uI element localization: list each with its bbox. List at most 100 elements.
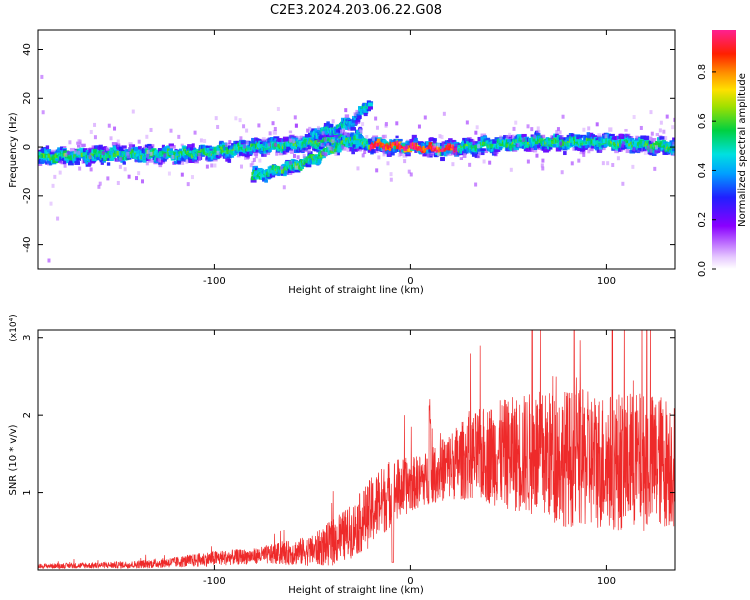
heatmap-cell (85, 149, 91, 153)
heatmap-cell (288, 130, 293, 134)
heatmap-cell (42, 159, 47, 164)
heatmap-cell (649, 151, 653, 156)
heatmap-cell (88, 159, 92, 162)
heatmap-cell (305, 162, 312, 168)
heatmap-cell (219, 143, 224, 147)
heatmap-cell (671, 125, 675, 130)
heatmap-cell (581, 149, 586, 153)
heatmap-cell (417, 124, 421, 129)
heatmap-cell (578, 144, 583, 149)
heatmap-cell (240, 140, 246, 143)
heatmap-cell (659, 136, 665, 140)
heatmap-cell (351, 151, 356, 155)
heatmap-cell (293, 115, 297, 120)
heatmap-cell (611, 163, 615, 168)
heatmap-cell (619, 133, 623, 138)
heatmap-cell (494, 137, 501, 142)
heatmap-cell (352, 118, 358, 123)
heatmap-cell (377, 155, 381, 160)
heatmap-cell (650, 131, 654, 136)
heatmap-cell (161, 144, 165, 149)
heatmap-cell (239, 136, 243, 141)
heatmap-cell (199, 138, 203, 143)
heatmap-cell (363, 112, 368, 117)
heatmap-cell (184, 156, 190, 160)
heatmap-cell (213, 163, 217, 168)
heatmap-cell (262, 177, 268, 182)
heatmap-cell (556, 127, 560, 132)
heatmap-cell (407, 169, 411, 174)
heatmap-cell (649, 136, 653, 141)
heatmap-cell (346, 147, 350, 152)
heatmap-cell (257, 123, 261, 128)
heatmap-cell (258, 158, 262, 163)
heatmap-cell (298, 140, 305, 144)
heatmap-cell (513, 136, 519, 141)
heatmap-cell (342, 128, 346, 133)
heatmap-cell (137, 171, 141, 176)
heatmap-cell (279, 165, 283, 170)
heatmap-cell (530, 148, 534, 153)
heatmap-cell (138, 146, 142, 150)
heatmap-cell (289, 160, 293, 165)
heatmap-cell (446, 153, 452, 156)
heatmap-cell (383, 150, 389, 154)
heatmap-cell (329, 124, 334, 129)
heatmap-cell (563, 151, 567, 156)
heatmap-cell (275, 151, 279, 156)
heatmap-cell (291, 137, 296, 141)
heatmap-cell (399, 152, 403, 157)
heatmap-cell (413, 140, 419, 144)
heatmap-cell (453, 147, 457, 152)
heatmap-cell (61, 155, 65, 159)
heatmap-cell (595, 138, 601, 142)
heatmap-cell (381, 148, 385, 153)
heatmap-cell (441, 145, 445, 150)
heatmap-cell (245, 141, 249, 146)
heatmap-cell (93, 122, 97, 127)
heatmap-cell (614, 149, 619, 154)
heatmap-cell (190, 175, 194, 180)
heatmap-cell (566, 146, 570, 150)
heatmap-cell (315, 162, 321, 165)
heatmap-cell (225, 147, 231, 151)
colorbar-tick-label: 0.4 (697, 162, 708, 178)
heatmap-cell (336, 150, 340, 156)
heatmap-cell (488, 139, 494, 142)
heatmap-cell (478, 151, 482, 156)
heatmap-cell (272, 130, 277, 135)
heatmap-cell (350, 127, 356, 131)
heatmap-cell (353, 112, 357, 117)
heatmap-cell (291, 144, 297, 150)
heatmap-cell (163, 153, 167, 158)
heatmap-cell (512, 144, 518, 148)
heatmap-cell (470, 150, 475, 155)
heatmap-cell (319, 134, 325, 138)
heatmap-cell (145, 161, 149, 166)
heatmap-cell (299, 138, 304, 142)
heatmap-cell (64, 156, 69, 161)
heatmap-cell (423, 115, 427, 120)
spectrogram-frame (37, 29, 676, 270)
heatmap-cell (454, 151, 458, 156)
heatmap-cell (166, 145, 170, 150)
heatmap-cell (387, 151, 391, 156)
heatmap-cell (348, 145, 352, 149)
heatmap-cell (307, 160, 313, 165)
heatmap-cell (271, 172, 277, 176)
heatmap-cell (112, 145, 118, 150)
heatmap-cell (579, 151, 585, 155)
heatmap-cell (482, 136, 488, 140)
heatmap-cell (296, 155, 300, 160)
heatmap-cell (137, 159, 142, 163)
heatmap-cell (561, 139, 565, 144)
heatmap-cell (107, 123, 111, 128)
heatmap-cell (127, 174, 131, 179)
heatmap-cell (291, 168, 295, 174)
heatmap-cell (655, 132, 660, 137)
heatmap-cell (74, 161, 81, 165)
heatmap-cell (211, 151, 216, 155)
heatmap-cell (323, 137, 327, 142)
heatmap-cell (278, 151, 284, 156)
heatmap-cell (508, 141, 515, 145)
